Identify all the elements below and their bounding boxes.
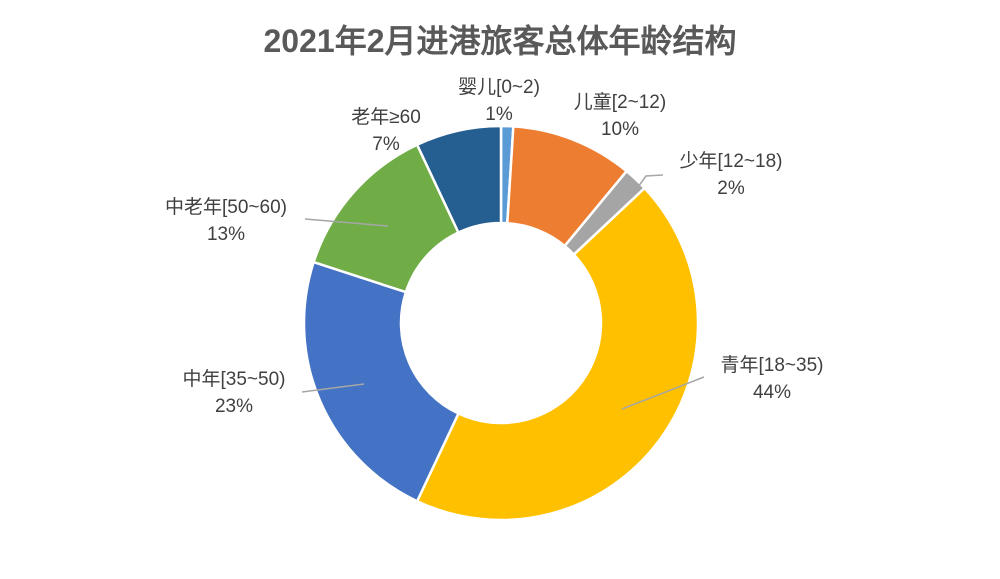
slice-label-juvenile-category: 少年[12~18) (679, 151, 783, 172)
donut-slice-youth (415, 186, 700, 522)
leader-lines (301, 174, 705, 410)
slice-label-youth-category: 青年[18~35) (720, 355, 824, 376)
slice-label-infant-percent: 1% (485, 104, 513, 125)
donut-slices (302, 124, 700, 522)
slice-label-middle-age: 中年[35~50) 23% (144, 366, 324, 420)
slice-label-middle-age-percent: 23% (214, 396, 254, 417)
slice-label-child-category: 儿童[2~12) (573, 92, 667, 113)
slice-label-juvenile: 少年[12~18) 2% (641, 148, 821, 202)
slice-label-middle-age-category: 中年[35~50) (182, 369, 286, 390)
chart-title: 2021年2月进港旅客总体年龄结构 (263, 23, 737, 59)
slice-label-child: 儿童[2~12) 10% (530, 89, 710, 143)
leader-line-juvenile (637, 174, 664, 188)
slice-label-middle-elderly-category: 中老年[50~60) (165, 197, 287, 218)
leader-line-middle-age (301, 383, 365, 393)
slice-label-middle-elderly: 中老年[50~60) 13% (136, 194, 316, 248)
leader-line-middle-elderly (304, 218, 389, 227)
slice-label-infant-category: 婴儿[0~2) (458, 77, 540, 98)
slice-label-infant: 婴儿[0~2) 1% (409, 74, 589, 128)
slice-label-juvenile-percent: 2% (717, 178, 745, 199)
slice-label-elderly-percent: 7% (372, 134, 400, 155)
donut-slice-middle-age (302, 260, 460, 503)
slice-label-elderly-category: 老年≥60 (351, 107, 421, 128)
leader-line-youth (621, 376, 705, 410)
donut-slice-elderly (415, 124, 503, 234)
slice-label-middle-elderly-percent: 13% (206, 224, 246, 245)
slice-label-child-percent: 10% (600, 119, 640, 140)
slice-label-elderly: 老年≥60 7% (296, 104, 476, 158)
slice-label-youth: 青年[18~35) 44% (682, 352, 862, 406)
slice-label-youth-percent: 44% (752, 382, 792, 403)
